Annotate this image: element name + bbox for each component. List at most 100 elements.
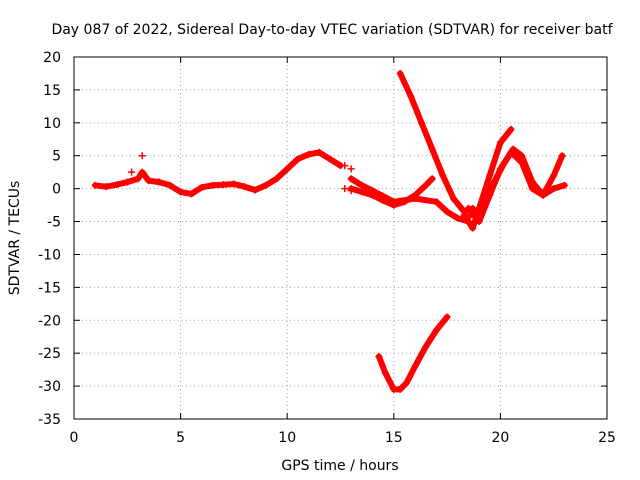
data-point [341, 185, 349, 193]
y-tick-label: 0 [52, 182, 61, 198]
data-point [428, 145, 436, 153]
ticks: 0 5 10 15 20 25 20 15 10 5 0 -5 -10 -15 -20 -25 -30 -35 [38, 50, 616, 446]
data-point [528, 178, 536, 186]
data-point [177, 188, 185, 196]
y-tick-label: 20 [43, 50, 61, 66]
data-point [501, 158, 509, 166]
plot-frame [73, 56, 608, 420]
x-tick-label: 0 [70, 430, 79, 446]
data-point [305, 150, 313, 158]
data-point [467, 211, 475, 219]
data-point [219, 181, 227, 189]
data-point [418, 119, 426, 127]
series-line-7 [467, 146, 566, 218]
y-tick-label: -15 [38, 280, 61, 296]
data-point [155, 178, 163, 186]
data-point [454, 214, 462, 222]
data-point [422, 181, 430, 189]
data-point [496, 139, 504, 147]
data-point [294, 155, 302, 163]
y-tick-label: -30 [38, 379, 61, 395]
y-tick-label: -25 [38, 346, 61, 362]
data-point [102, 183, 110, 191]
data-point [550, 185, 558, 193]
data-point [358, 181, 366, 189]
data-point [241, 183, 249, 191]
data-point [550, 171, 558, 179]
data-point [341, 162, 349, 170]
data-point [273, 175, 281, 183]
series-track-low-v [375, 313, 451, 393]
data-point [230, 180, 238, 188]
data-point [358, 188, 366, 196]
series-track-main-early [91, 148, 344, 198]
data-point [134, 175, 142, 183]
y-tick-label: -10 [38, 247, 61, 263]
data-point [428, 175, 436, 183]
data-point [315, 148, 323, 156]
data-point [469, 224, 477, 232]
series-line-5 [461, 126, 515, 232]
data-point [479, 201, 487, 209]
data-point [209, 181, 217, 189]
data-point [390, 198, 398, 206]
data-point [145, 177, 153, 185]
data-point [262, 181, 270, 189]
data-point [381, 369, 389, 377]
series-track-upper-descending [396, 69, 477, 216]
series-track-secondary [347, 175, 472, 226]
y-tick-label: 15 [43, 83, 61, 99]
data-point [558, 152, 566, 160]
data-point [138, 168, 146, 176]
data-point [443, 313, 451, 321]
data-point [396, 69, 404, 77]
data-point [390, 385, 398, 393]
x-tick-label: 25 [598, 430, 616, 446]
y-tick-label: -20 [38, 313, 61, 329]
data-point [403, 379, 411, 387]
data-point [518, 152, 526, 160]
data-point [326, 155, 334, 163]
y-tick-label: -35 [38, 412, 61, 428]
data-point [490, 178, 498, 186]
x-tick-label: 20 [491, 430, 509, 446]
data-point [411, 362, 419, 370]
data-point [422, 343, 430, 351]
data-point [128, 168, 136, 176]
x-tick-label: 5 [176, 430, 185, 446]
y-tick-label: 10 [43, 116, 61, 132]
data-point [368, 187, 376, 195]
series-scatter-outliers [128, 152, 355, 195]
data-point [475, 218, 483, 226]
chart-title: Day 087 of 2022, Sidereal Day-to-day VTE… [51, 22, 613, 38]
y-axis-title: SDTVAR / TECUs [7, 181, 23, 296]
data-point [138, 152, 146, 160]
data-point [509, 145, 517, 153]
x-tick-label: 15 [385, 430, 403, 446]
data-point [91, 181, 99, 189]
series-line-2 [397, 70, 476, 215]
data-point [251, 186, 259, 194]
data-point [375, 352, 383, 360]
data-point [486, 171, 494, 179]
data-point [439, 171, 447, 179]
data-point [283, 165, 291, 173]
data-point [411, 195, 419, 203]
data-point [443, 208, 451, 216]
series-line-6 [465, 149, 568, 225]
data-point [198, 183, 206, 191]
data-point [166, 181, 174, 189]
data-point [507, 125, 515, 133]
data-point [460, 211, 468, 219]
series-track-oscillation-c [467, 145, 566, 219]
x-axis-title: GPS time / hours [281, 458, 398, 474]
data-point [347, 187, 355, 195]
data-point [539, 191, 547, 199]
y-tick-label: 5 [52, 149, 61, 165]
data-point [113, 181, 121, 189]
data-point [560, 181, 568, 189]
data-point [347, 175, 355, 183]
data-point [432, 198, 440, 206]
data-point [407, 92, 415, 100]
